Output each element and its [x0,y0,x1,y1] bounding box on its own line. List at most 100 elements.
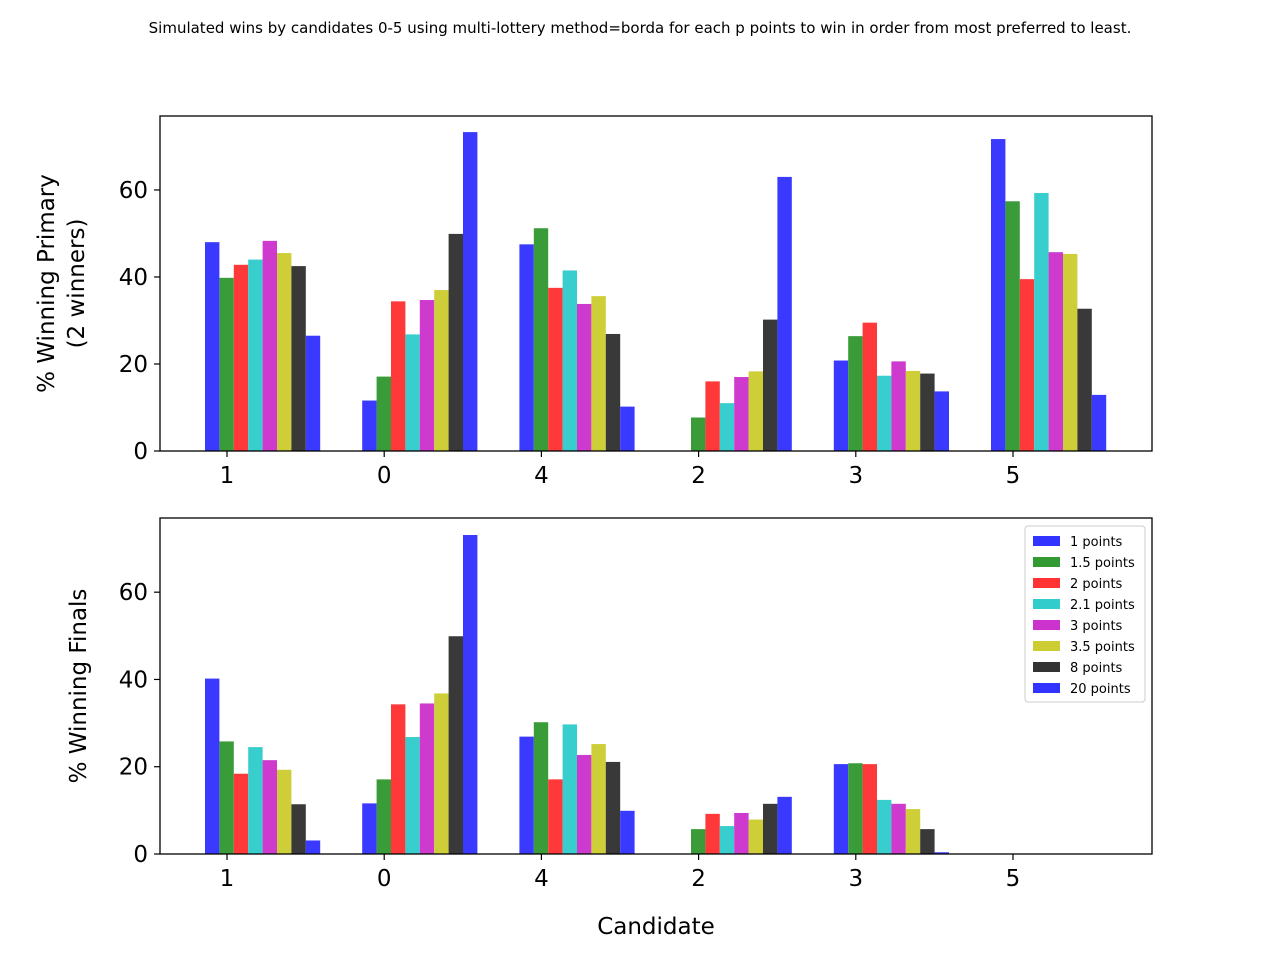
bar-3-5-points-cand-0 [434,290,449,451]
legend-entry: 3.5 points [1070,640,1135,655]
legend-entry: 8 points [1070,661,1123,676]
bar-2-1-points-cand-4 [562,724,577,854]
bar-2-1-points-cand-0 [405,737,420,854]
bar-3-5-points-cand-1 [277,769,292,854]
legend-swatch [1033,620,1060,630]
bar-8-points-cand-0 [448,233,463,451]
bar-2-points-cand-2 [705,813,720,854]
bar-8-points-cand-3 [920,373,935,451]
y-tick-label: 20 [119,755,148,781]
legend-entry: 1.5 points [1070,556,1135,571]
bar-2-1-points-cand-3 [877,375,892,451]
bar-3-5-points-cand-2 [748,819,763,854]
legend-entry: 2.1 points [1070,598,1135,613]
bar-3-5-points-cand-2 [748,371,763,451]
bar-1-5-points-cand-3 [848,763,863,854]
bar-3-5-points-cand-5 [1063,253,1078,451]
bar-3-5-points-cand-4 [591,296,606,451]
bar-3-points-cand-3 [891,361,906,451]
bar-2-points-cand-2 [705,381,720,451]
bar-20-points-cand-2 [777,796,792,854]
bar-2-1-points-cand-2 [719,403,735,451]
axes-frame [159,115,1153,452]
x-tick-label-1: 1 [220,463,235,489]
bar-20-points-cand-3 [934,852,949,854]
bar-3-5-points-cand-0 [434,693,449,854]
bar-2-points-cand-0 [391,301,406,451]
x-tick-label-4: 4 [534,866,549,892]
bar-3-points-cand-2 [734,812,749,854]
bar-8-points-cand-4 [605,761,621,854]
bar-8-points-cand-1 [291,266,306,451]
bar-8-points-cand-3 [920,829,935,854]
bar-2-points-cand-1 [233,264,249,451]
bar-3-points-cand-5 [1048,252,1063,451]
bar-1-points-cand-5 [991,139,1006,451]
bar-3-points-cand-0 [419,703,435,854]
bar-1-points-cand-4 [519,736,534,854]
x-tick-label-3: 3 [848,463,863,489]
bar-1-5-points-cand-4 [533,722,549,854]
bar-20-points-cand-0 [463,535,478,854]
bar-8-points-cand-5 [1077,308,1092,451]
bar-1-points-cand-1 [205,678,220,854]
bar-20-points-cand-1 [305,335,321,451]
bar-1-points-cand-3 [833,764,849,854]
bar-1-points-cand-1 [205,242,220,451]
bar-2-points-cand-3 [862,764,877,854]
x-tick-label-4: 4 [534,463,549,489]
y-axis-label: % Winning Finals [66,589,92,784]
bar-1-points-cand-0 [362,400,377,451]
bar-1-5-points-cand-3 [848,336,863,451]
y-tick-label: 60 [119,580,148,606]
bar-3-points-cand-1 [262,240,277,451]
y-tick-label: 60 [119,178,148,204]
bar-2-points-cand-0 [391,704,406,854]
legend-swatch [1033,662,1060,672]
legend: 1 points 1.5 points 2 points 2.1 points 3 po… [1024,525,1146,703]
bar-20-points-cand-2 [777,176,792,451]
bar-8-points-cand-4 [605,333,621,451]
bar-20-points-cand-3 [934,391,949,451]
legend-swatch [1033,557,1060,567]
bar-1-5-points-cand-1 [219,277,234,451]
bar-2-points-cand-3 [862,322,877,451]
y-axis-label: % Winning Primary (2 winners) [34,174,90,393]
bar-2-1-points-cand-5 [1034,193,1049,451]
bar-20-points-cand-0 [463,132,478,451]
x-tick-label-3: 3 [848,866,863,892]
legend-swatch [1033,536,1060,546]
subplot-1: 0 20 40 60 1 0 4 2 3 5 % Winning Primary (2 winners… [34,115,1153,489]
y-tick-label: 20 [119,352,148,378]
bar-1-5-points-cand-1 [219,741,234,854]
bar-3-points-cand-3 [891,803,906,854]
y-tick-label: 0 [133,842,148,868]
legend-entry: 3 points [1070,619,1123,634]
bar-8-points-cand-1 [291,804,306,854]
bar-2-1-points-cand-0 [405,334,420,451]
axes-frame [159,517,1153,855]
x-tick-label-5: 5 [1006,463,1021,489]
bar-8-points-cand-0 [448,636,463,854]
y-tick-label: 40 [119,667,148,693]
bar-2-points-cand-1 [233,773,249,854]
x-tick-label-2: 2 [691,463,706,489]
x-tick-label-0: 0 [377,463,392,489]
legend-entry: 20 points [1070,682,1131,697]
bar-3-points-cand-2 [734,377,749,451]
y-tick-label: 0 [133,439,148,465]
bar-3-5-points-cand-3 [905,370,921,451]
bar-2-1-points-cand-4 [562,270,577,451]
x-axis-label: Candidate [597,914,715,940]
bar-2-1-points-cand-1 [248,747,263,854]
figure-title: Simulated wins by candidates 0-5 using m… [149,19,1132,37]
bar-2-points-cand-4 [548,287,563,451]
bar-2-1-points-cand-2 [719,826,735,854]
legend-swatch [1033,641,1060,651]
legend-swatch [1033,683,1060,693]
bar-20-points-cand-4 [620,406,635,451]
bar-2-1-points-cand-1 [248,259,263,451]
bar-8-points-cand-2 [763,319,778,451]
bar-3-5-points-cand-1 [277,253,292,451]
